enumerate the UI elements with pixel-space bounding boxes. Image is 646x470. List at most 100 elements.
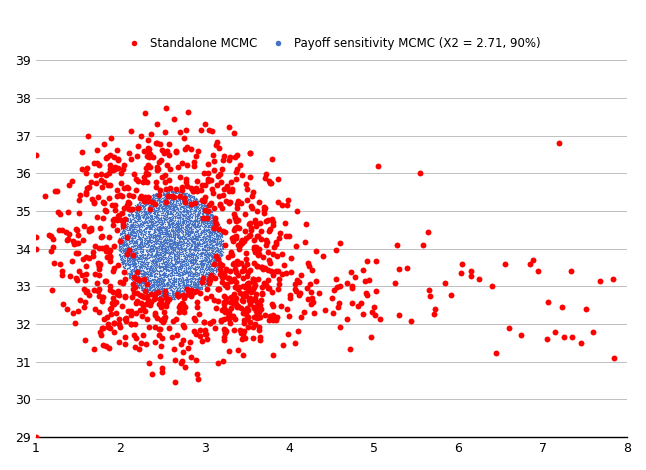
Point bbox=[178, 198, 188, 206]
Point bbox=[206, 231, 216, 239]
Point bbox=[171, 283, 182, 290]
Point bbox=[151, 239, 162, 246]
Point bbox=[190, 251, 200, 259]
Point bbox=[152, 209, 162, 216]
Point bbox=[185, 229, 195, 236]
Point bbox=[180, 195, 190, 202]
Point bbox=[196, 186, 207, 194]
Point bbox=[174, 258, 184, 266]
Point bbox=[149, 274, 159, 281]
Point bbox=[159, 227, 169, 234]
Point bbox=[172, 210, 183, 217]
Point bbox=[162, 243, 172, 251]
Point bbox=[211, 246, 221, 254]
Point bbox=[152, 260, 162, 267]
Point bbox=[213, 248, 224, 255]
Point bbox=[145, 234, 155, 241]
Point bbox=[128, 232, 138, 239]
Point bbox=[160, 210, 171, 218]
Point bbox=[130, 216, 141, 224]
Point bbox=[185, 227, 196, 235]
Point bbox=[156, 288, 166, 295]
Point bbox=[172, 291, 182, 299]
Point bbox=[205, 231, 215, 239]
Point bbox=[208, 236, 218, 243]
Point bbox=[314, 289, 324, 297]
Point bbox=[210, 263, 220, 270]
Point bbox=[172, 248, 182, 256]
Point bbox=[178, 203, 188, 211]
Point bbox=[62, 305, 72, 312]
Point bbox=[184, 201, 194, 209]
Point bbox=[188, 261, 198, 268]
Point bbox=[174, 200, 184, 207]
Point bbox=[134, 251, 144, 259]
Point bbox=[167, 265, 177, 272]
Point bbox=[187, 290, 197, 297]
Point bbox=[123, 307, 133, 315]
Point bbox=[152, 223, 163, 231]
Point bbox=[210, 248, 220, 255]
Point bbox=[130, 206, 141, 214]
Point bbox=[193, 283, 203, 291]
Point bbox=[180, 207, 191, 214]
Point bbox=[173, 275, 183, 282]
Point bbox=[169, 269, 180, 277]
Point bbox=[185, 236, 196, 244]
Point bbox=[182, 191, 193, 198]
Point bbox=[155, 198, 165, 205]
Point bbox=[169, 278, 179, 286]
Point bbox=[180, 190, 190, 198]
Point bbox=[216, 317, 227, 325]
Point bbox=[183, 213, 193, 221]
Point bbox=[163, 193, 174, 201]
Point bbox=[193, 254, 203, 261]
Point bbox=[187, 196, 198, 204]
Point bbox=[150, 274, 160, 281]
Point bbox=[138, 276, 149, 283]
Point bbox=[158, 249, 169, 257]
Point bbox=[147, 215, 158, 223]
Point bbox=[71, 225, 81, 232]
Point bbox=[139, 197, 149, 205]
Point bbox=[180, 190, 190, 198]
Point bbox=[165, 184, 175, 192]
Point bbox=[209, 297, 219, 304]
Point bbox=[138, 277, 149, 285]
Point bbox=[155, 187, 165, 194]
Point bbox=[163, 218, 173, 226]
Point bbox=[203, 219, 214, 227]
Point bbox=[113, 315, 123, 322]
Point bbox=[183, 231, 193, 238]
Point bbox=[192, 243, 202, 251]
Point bbox=[185, 200, 196, 208]
Point bbox=[72, 232, 83, 239]
Point bbox=[156, 214, 166, 222]
Point bbox=[145, 238, 155, 245]
Point bbox=[130, 257, 140, 264]
Point bbox=[158, 232, 169, 240]
Point bbox=[214, 258, 224, 266]
Point bbox=[149, 195, 159, 203]
Point bbox=[136, 246, 147, 253]
Point bbox=[112, 227, 122, 234]
Point bbox=[186, 276, 196, 284]
Point bbox=[137, 221, 147, 228]
Point bbox=[163, 188, 173, 196]
Point bbox=[203, 264, 213, 271]
Point bbox=[153, 189, 163, 196]
Point bbox=[118, 260, 129, 268]
Point bbox=[169, 231, 179, 239]
Point bbox=[156, 294, 166, 302]
Point bbox=[179, 324, 189, 331]
Point bbox=[120, 249, 130, 256]
Point bbox=[120, 227, 130, 235]
Point bbox=[205, 265, 215, 273]
Point bbox=[151, 196, 161, 204]
Point bbox=[166, 208, 176, 215]
Point bbox=[175, 225, 185, 232]
Point bbox=[163, 265, 173, 273]
Point bbox=[171, 222, 181, 230]
Point bbox=[179, 206, 189, 213]
Point bbox=[147, 220, 158, 227]
